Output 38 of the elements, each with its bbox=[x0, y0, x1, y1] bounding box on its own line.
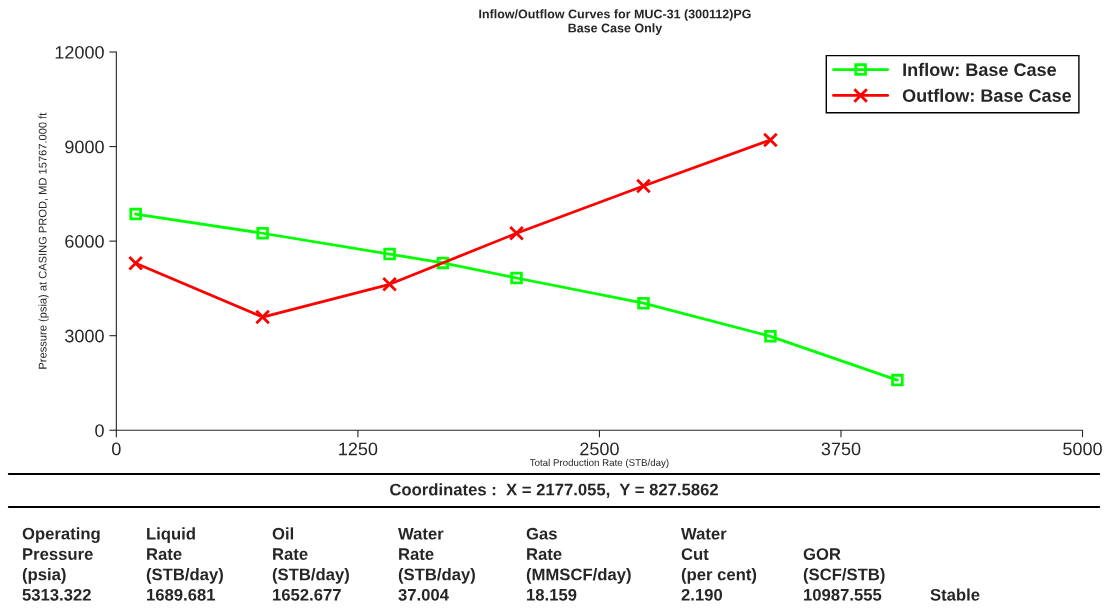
x-axis-title: Total Production Rate (STB/day) bbox=[529, 458, 669, 468]
chart-title: Inflow/Outflow Curves for MUC-31 (300112)PG bbox=[479, 9, 751, 21]
y-tick-label: 0 bbox=[95, 424, 104, 437]
x-tick-label: 3750 bbox=[821, 442, 861, 456]
point bbox=[635, 178, 652, 194]
text: Liquid Rate (STB/day) 1689.681 bbox=[146, 527, 223, 601]
point bbox=[128, 255, 144, 271]
point bbox=[762, 132, 779, 148]
y-tick-label: 3000 bbox=[65, 329, 104, 343]
point bbox=[256, 227, 269, 240]
point bbox=[508, 225, 525, 241]
y-tick-label: 12000 bbox=[55, 45, 104, 59]
text: GOR (SCF/STB) 10987.555 bbox=[803, 548, 885, 601]
point bbox=[637, 296, 650, 310]
y-tick-label: 9000 bbox=[65, 140, 104, 154]
point bbox=[891, 373, 904, 387]
chart-subtitle: Base Case Only bbox=[568, 23, 663, 35]
point bbox=[510, 271, 523, 285]
x-tick-label: 1250 bbox=[339, 442, 378, 456]
y-tick-label: 6000 bbox=[65, 235, 104, 248]
legend-label: Outflow: Base Case bbox=[902, 88, 1072, 102]
text: Water Cut (per cent) 2.190 bbox=[681, 527, 757, 601]
text: Water Rate (STB/day) 37.004 bbox=[398, 527, 475, 601]
text: Coordinates : X = 2177.055, Y = 827.5862 bbox=[390, 483, 718, 498]
text: Gas Rate (MMSCF/day) 18.159 bbox=[526, 527, 631, 601]
point bbox=[381, 276, 398, 292]
x-tick-label: 2500 bbox=[580, 442, 619, 456]
text: Stable bbox=[930, 588, 980, 601]
y-axis-title: Pressure (psia) at CASING PROD, MD 15767.000 ft bbox=[38, 112, 49, 369]
point bbox=[129, 207, 142, 221]
x-tick-label: 5000 bbox=[1063, 442, 1102, 456]
x-tick-label: 0 bbox=[112, 442, 121, 456]
point bbox=[764, 330, 777, 343]
text: Operating Pressure (psia) 5313.322 bbox=[22, 527, 100, 601]
point bbox=[383, 247, 396, 261]
point bbox=[254, 309, 271, 325]
text: Oil Rate (STB/day) 1652.677 bbox=[272, 527, 349, 601]
legend-label: Inflow: Base Case bbox=[903, 62, 1057, 77]
